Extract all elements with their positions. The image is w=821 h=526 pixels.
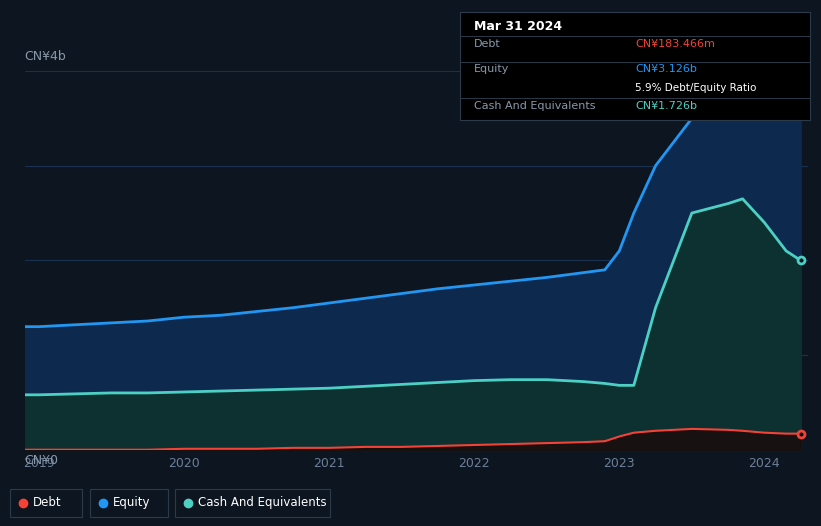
Text: Equity: Equity bbox=[113, 496, 150, 509]
Text: Mar 31 2024: Mar 31 2024 bbox=[474, 19, 562, 33]
Text: Debt: Debt bbox=[33, 496, 62, 509]
Text: Cash And Equivalents: Cash And Equivalents bbox=[474, 100, 595, 110]
Text: Debt: Debt bbox=[474, 39, 501, 49]
Text: 5.9% Debt/Equity Ratio: 5.9% Debt/Equity Ratio bbox=[635, 83, 756, 93]
Text: CN¥1.726b: CN¥1.726b bbox=[635, 100, 697, 110]
Bar bbox=[10, 489, 82, 517]
Text: Equity: Equity bbox=[474, 64, 509, 74]
Bar bbox=[90, 489, 168, 517]
Text: CN¥183.466m: CN¥183.466m bbox=[635, 39, 715, 49]
Text: CN¥0: CN¥0 bbox=[25, 453, 58, 467]
Text: Cash And Equivalents: Cash And Equivalents bbox=[198, 496, 327, 509]
Text: CN¥3.126b: CN¥3.126b bbox=[635, 64, 697, 74]
Bar bbox=[175, 489, 330, 517]
Text: CN¥4b: CN¥4b bbox=[25, 50, 67, 64]
